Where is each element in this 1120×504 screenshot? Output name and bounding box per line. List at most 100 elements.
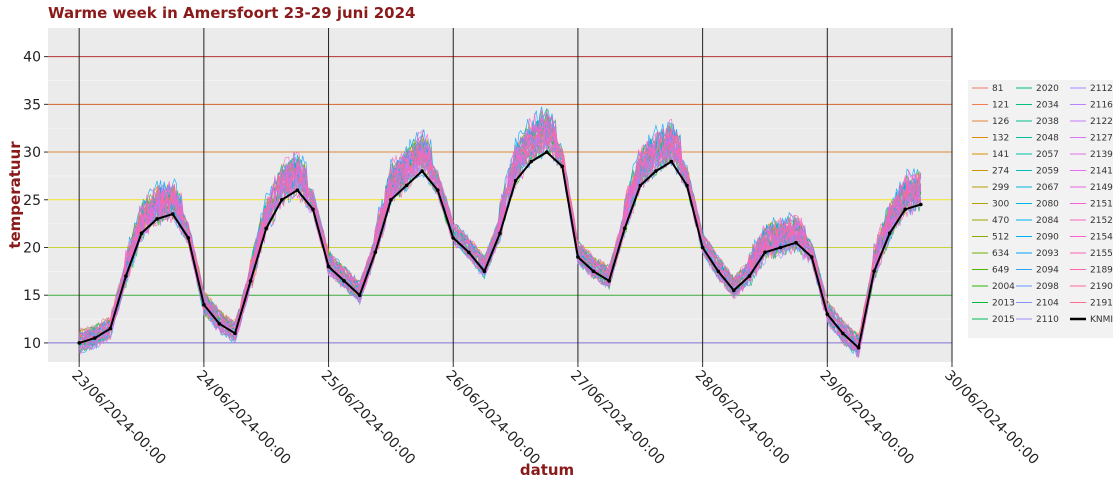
legend-label: 2116 — [1090, 101, 1113, 111]
legend-label: 2141 — [1090, 167, 1113, 177]
knmi-point — [202, 302, 206, 307]
x-tick-label: 24/06/2024-00:00 — [193, 368, 293, 468]
legend-label: 2090 — [1036, 233, 1059, 243]
legend-label: 2084 — [1036, 216, 1059, 226]
legend-label: 132 — [992, 134, 1009, 144]
knmi-point — [170, 212, 175, 216]
legend-label: 2190 — [1090, 282, 1113, 292]
knmi-point — [451, 236, 456, 240]
chart-title: Warme week in Amersfoort 23-29 juni 2024 — [48, 4, 416, 22]
knmi-point — [357, 293, 362, 298]
legend-label: 2191 — [1090, 299, 1113, 309]
legend-label: 2189 — [1090, 266, 1113, 276]
knmi-point — [139, 231, 144, 235]
legend: 81 121 126 132 141 274 299 300 470 512 634 649 2004 2… — [972, 84, 1113, 325]
legend-label: 141 — [992, 150, 1009, 160]
knmi-point — [529, 159, 533, 164]
knmi-point — [233, 331, 237, 336]
x-tick-labels: 23/06/2024-00:00 24/06/2024-00:00 25/06/20… — [68, 368, 1041, 468]
legend-label: KNMI — [1090, 315, 1113, 325]
knmi-point — [887, 231, 892, 235]
knmi-point — [669, 159, 674, 164]
knmi-point — [420, 169, 424, 173]
knmi-point — [747, 274, 752, 278]
knmi-point — [280, 198, 284, 202]
legend-label: 2038 — [1036, 117, 1059, 127]
knmi-point — [404, 183, 409, 188]
knmi-point — [108, 326, 113, 331]
knmi-point — [498, 231, 502, 235]
legend-label: 2093 — [1036, 249, 1059, 259]
y-tick-label: 30 — [23, 145, 41, 161]
legend-label: 2004 — [992, 282, 1015, 292]
knmi-point — [545, 150, 549, 154]
legend-label: 649 — [992, 266, 1009, 276]
knmi-point — [248, 279, 253, 283]
knmi-point — [155, 217, 159, 221]
legend-label: 2155 — [1090, 249, 1113, 259]
y-tick-labels: 10 15 20 25 30 35 40 — [23, 50, 48, 352]
knmi-point — [93, 336, 97, 340]
knmi-line — [77, 150, 923, 350]
legend-label: 2098 — [1036, 282, 1059, 292]
legend-label: 2094 — [1036, 266, 1059, 276]
legend-label: 2149 — [1090, 183, 1113, 193]
knmi-point — [856, 345, 861, 350]
legend-label: 2127 — [1090, 134, 1113, 144]
x-tick-label: 25/06/2024-00:00 — [318, 368, 418, 468]
x-tick-label: 30/06/2024-00:00 — [941, 368, 1041, 468]
legend-label: 2122 — [1090, 117, 1113, 127]
station-line — [78, 116, 922, 339]
knmi-point — [482, 269, 487, 274]
knmi-point — [326, 264, 331, 269]
legend-label: 512 — [992, 233, 1009, 243]
legend-label: 2059 — [1036, 167, 1059, 177]
knmi-point — [435, 188, 440, 192]
knmi-point — [778, 245, 783, 250]
knmi-point — [654, 169, 658, 173]
knmi-point — [732, 288, 736, 293]
reference-lines — [48, 56, 952, 344]
knmi-point — [186, 236, 191, 240]
legend-label: 2154 — [1090, 233, 1113, 243]
legend-label: 2151 — [1090, 200, 1113, 210]
knmi-point — [513, 178, 518, 183]
x-tick-label: 26/06/2024-00:00 — [442, 368, 542, 468]
legend-label: 470 — [992, 216, 1009, 226]
legend-label: 2057 — [1036, 150, 1059, 160]
x-tick-label: 23/06/2024-00:00 — [68, 368, 168, 468]
legend-label: 2034 — [1036, 101, 1059, 111]
legend-label: 2013 — [992, 299, 1015, 309]
knmi-point — [841, 331, 845, 336]
x-tick-label: 29/06/2024-00:00 — [816, 368, 916, 468]
knmi-point — [763, 250, 767, 255]
legend-background — [968, 80, 1113, 338]
legend-label: 299 — [992, 183, 1009, 193]
legend-label: 81 — [992, 84, 1003, 94]
knmi-point — [685, 183, 689, 188]
legend-label: 2080 — [1036, 200, 1059, 210]
knmi-point — [560, 164, 565, 169]
knmi-point — [607, 279, 611, 283]
station-line — [78, 116, 922, 344]
knmi-point — [389, 198, 393, 202]
day-lines — [78, 28, 953, 367]
x-tick-label: 27/06/2024-00:00 — [567, 368, 667, 468]
x-tick-label: 28/06/2024-00:00 — [692, 368, 792, 468]
station-line — [78, 131, 921, 342]
y-tick-label: 25 — [23, 193, 41, 209]
legend-label: 634 — [992, 249, 1009, 259]
plot-background — [48, 28, 952, 362]
legend-label: 2015 — [992, 315, 1015, 325]
station-line — [79, 137, 922, 351]
knmi-point — [809, 255, 814, 259]
legend-label: 2020 — [1036, 84, 1059, 94]
knmi-point — [638, 183, 643, 188]
knmi-point — [342, 279, 346, 283]
knmi-point — [716, 269, 720, 274]
y-tick-label: 15 — [23, 288, 41, 304]
x-axis-title: datum — [520, 461, 574, 479]
legend-label: 2112 — [1090, 84, 1113, 94]
knmi-point — [311, 207, 315, 212]
